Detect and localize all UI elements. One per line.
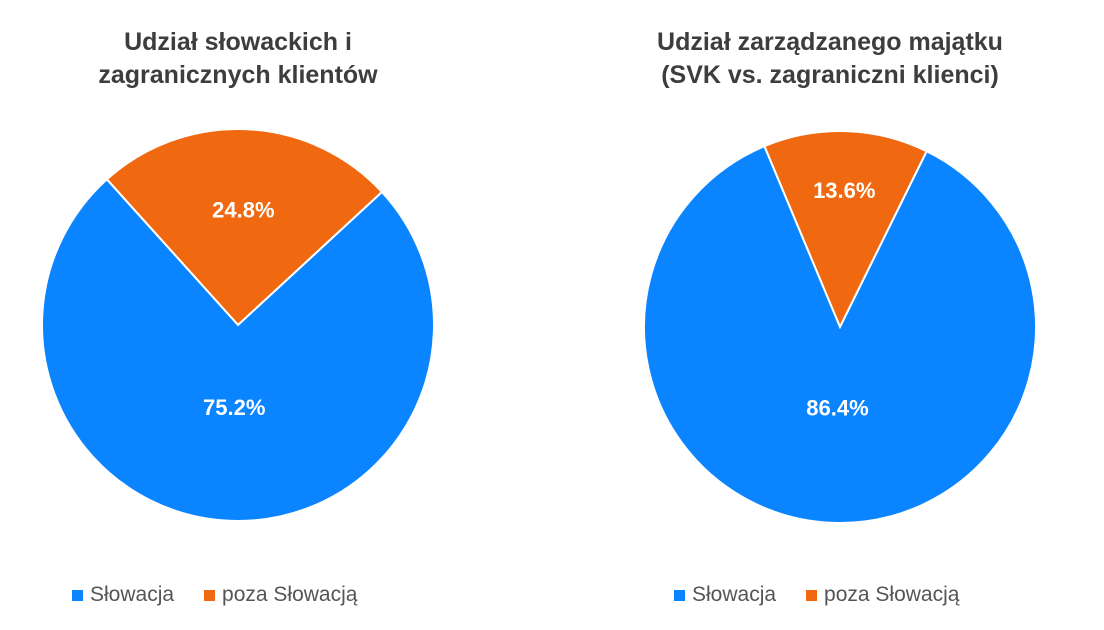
legend-swatch: [674, 589, 685, 601]
title-line: zagranicznych klientów: [98, 61, 378, 89]
data-label: 24.8%: [212, 197, 274, 222]
legend-swatch: [72, 589, 83, 601]
legend-label: poza Słowacją: [824, 583, 960, 606]
pie-slice-slovakia: [643, 144, 1037, 524]
legend-label: Słowacja: [90, 583, 175, 606]
data-label: 13.6%: [813, 178, 875, 203]
legend-clients: Słowacja poza Słowacją: [72, 583, 387, 607]
legend-swatch: [806, 589, 818, 601]
legend-item-slovakia: Słowacja: [674, 583, 776, 607]
pie-slice-outside: [763, 130, 929, 330]
chart-title-assets: Udział zarządzanego majątku (SVK vs. zag…: [570, 26, 1090, 92]
title-line: Udział słowackich i: [124, 28, 352, 56]
legend-swatch: [204, 589, 216, 601]
title-line: Udział zarządzanego majątku: [657, 28, 1003, 56]
chart-title-clients: Udział słowackich i zagranicznych klient…: [0, 26, 498, 92]
title-line: (SVK vs. zagraniczni klienci): [661, 61, 999, 89]
pie-slice-slovakia: [41, 177, 435, 522]
legend-label: poza Słowacją: [222, 583, 358, 606]
legend-item-slovakia: Słowacja: [72, 583, 174, 607]
legend-label: Słowacja: [692, 583, 777, 606]
legend-assets: Słowacja poza Słowacją: [674, 583, 989, 607]
data-label: 86.4%: [806, 395, 868, 420]
legend-item-outside: poza Słowacją: [806, 583, 959, 607]
data-label: 75.2%: [203, 395, 265, 420]
pie-slice-outside: [105, 128, 384, 327]
legend-item-outside: poza Słowacją: [204, 583, 357, 607]
